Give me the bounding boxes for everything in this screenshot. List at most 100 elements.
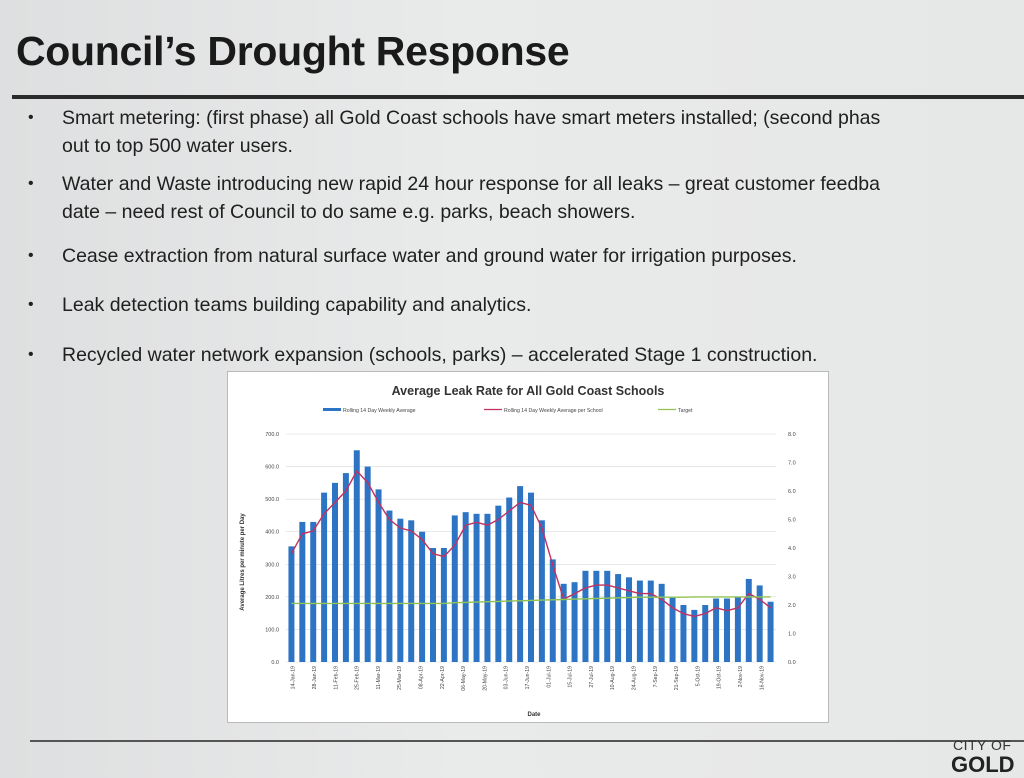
y-tick-label: 300.0: [265, 562, 279, 568]
bar: [353, 450, 360, 662]
y-tick-label: 0.0: [271, 660, 279, 666]
y2-tick-label: 4.0: [788, 546, 796, 552]
series-line-target: [291, 596, 771, 605]
bar: [375, 489, 382, 662]
x-tick-label: 10-Aug-19: [610, 666, 616, 690]
x-axis-ticks: 14-Jan-19 28-Jan-19 11-Feb-19 25-Feb-19 11-M…: [291, 666, 766, 691]
bar: [506, 497, 513, 662]
x-tick-label: 20-May-19: [482, 666, 488, 691]
y-tick-label: 200.0: [265, 595, 279, 601]
bullet-text: Leak detection teams building capability…: [62, 294, 532, 316]
footer-rule: [30, 740, 1024, 742]
x-tick-label: 17-Jun-19: [525, 666, 531, 689]
secondary-y-axis-ticks: 0.0 1.0 2.0 3.0 4.0 5.0 6.0 7.0 8.0: [788, 432, 796, 666]
brand-name-bottom: GOLD: [951, 752, 1015, 777]
bar: [528, 492, 534, 662]
bar: [484, 513, 491, 662]
bar: [724, 598, 730, 662]
bullet-text: Recycled water network expansion (school…: [62, 344, 818, 366]
bullet-symbol: •: [28, 296, 34, 313]
bar: [397, 518, 404, 662]
x-tick-label: 06-May-19: [461, 666, 467, 691]
x-tick-label: 11-Mar-19: [376, 666, 382, 690]
bar: [658, 583, 665, 662]
bar: [582, 570, 589, 662]
y-axis-ticks: 0.0 100.0 200.0 300.0 400.0 500.0 600.0 700.0: [265, 432, 279, 666]
bar: [430, 548, 436, 662]
slide-title: Council’s Drought Response: [16, 28, 570, 74]
x-tick-label: 2-Nov-19: [738, 666, 744, 687]
bar: [419, 531, 426, 662]
x-tick-label: 25-Mar-19: [397, 666, 403, 690]
bar: [767, 601, 774, 662]
chart-title: Average Leak Rate for All Gold Coast Sch…: [392, 384, 665, 398]
bullet-symbol: •: [28, 346, 34, 363]
series-line-per-school: [290, 470, 772, 618]
bar: [386, 510, 393, 662]
bullet-item-leak-detection: • Leak detection teams building capabili…: [28, 291, 532, 319]
bar: [451, 515, 458, 662]
bar: [593, 570, 600, 662]
y-tick-label: 100.0: [265, 627, 279, 633]
bar: [342, 473, 349, 662]
bar: [321, 492, 328, 662]
title-rule: [12, 95, 1024, 99]
bar: [636, 580, 643, 662]
bullet-symbol: •: [28, 109, 34, 126]
x-tick-label: 11-Feb-19: [333, 666, 339, 690]
x-tick-label: 27-Jul-19: [589, 666, 595, 688]
y2-tick-label: 0.0: [788, 660, 796, 666]
legend-swatch-bar: [323, 408, 341, 411]
bar-series: [288, 450, 774, 662]
x-tick-label: 15-Jul-19: [568, 666, 574, 688]
y-tick-label: 600.0: [265, 465, 279, 471]
bar: [745, 578, 752, 662]
bar: [702, 605, 709, 662]
x-tick-label: 5-Oct-19: [695, 666, 701, 686]
bullet-item-cease-extraction: • Cease extraction from natural surface …: [28, 242, 797, 270]
bar: [462, 512, 469, 662]
x-tick-label: 01-Jul-19: [546, 666, 552, 688]
y2-tick-label: 7.0: [788, 461, 796, 467]
bullet-text-continued: date – need rest of Council to do same e…: [62, 201, 636, 223]
bar: [364, 466, 371, 662]
bar: [408, 520, 415, 662]
x-tick-label: 16-Nov-19: [759, 666, 765, 690]
x-tick-label: 28-Jan-19: [312, 666, 318, 689]
bar: [604, 570, 611, 662]
x-tick-label: 14-Jan-19: [291, 666, 297, 689]
bar: [495, 505, 502, 662]
bar: [756, 585, 763, 662]
x-tick-label: 21-Sep-19: [674, 666, 680, 690]
x-tick-label: 19-Oct-19: [717, 666, 723, 689]
bar: [571, 582, 578, 662]
bullet-symbol: •: [28, 247, 34, 264]
y2-tick-label: 1.0: [788, 632, 796, 638]
bar: [680, 605, 687, 662]
y-tick-label: 400.0: [265, 530, 279, 536]
bar: [626, 577, 632, 662]
bullet-item-smart-metering: • Smart metering: (first phase) all Gold…: [28, 104, 881, 160]
bar: [517, 486, 524, 662]
bar: [310, 521, 317, 662]
bar: [560, 583, 567, 662]
bar: [615, 574, 622, 662]
x-tick-label: 22-Apr-19: [440, 666, 446, 689]
bar: [288, 546, 295, 662]
chart-panel: Average Leak Rate for All Gold Coast Sch…: [227, 371, 829, 723]
bullet-text: Smart metering: (first phase) all Gold C…: [62, 107, 881, 129]
bullet-list: • Smart metering: (first phase) all Gold…: [0, 0, 1024, 380]
legend-label: Rolling 14 Day Weekly Average: [343, 408, 416, 414]
bar: [691, 609, 698, 662]
bar: [332, 482, 338, 662]
chart-legend: Rolling 14 Day Weekly Average Rolling 14 …: [323, 408, 693, 414]
bullet-item-rapid-response: • Water and Waste introducing new rapid …: [28, 170, 880, 226]
bullet-text-continued: out to top 500 water users.: [62, 135, 293, 157]
x-tick-label: 25-Feb-19: [355, 666, 361, 690]
legend-label: Rolling 14 Day Weekly Average per School: [504, 408, 603, 414]
y2-tick-label: 3.0: [788, 575, 796, 581]
bullet-symbol: •: [28, 175, 34, 192]
x-tick-label: 03-Jun-19: [504, 666, 510, 689]
bar: [538, 520, 545, 662]
y2-tick-label: 2.0: [788, 603, 796, 609]
